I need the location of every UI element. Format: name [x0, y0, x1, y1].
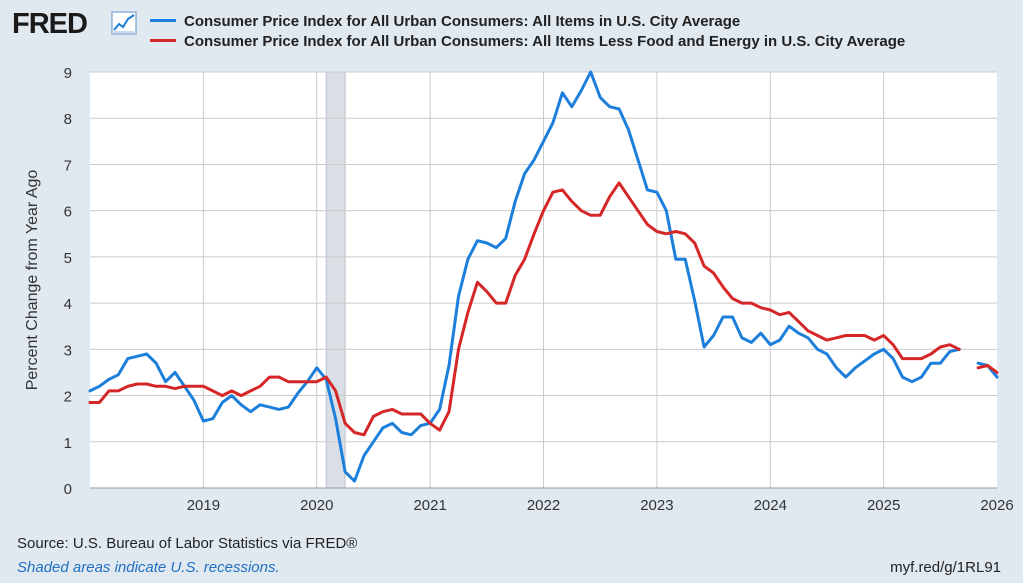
y-tick-label: 2 [64, 389, 72, 406]
y-tick-label: 5 [64, 250, 72, 267]
x-tick-label: 2021 [413, 497, 446, 514]
chart-area: 0 1 2 3 4 5 6 7 8 9 2019 2020 2021 2022 2023 2024 2025 20… [24, 65, 1014, 514]
fred-logo: FRED [12, 8, 88, 40]
y-tick-label: 8 [64, 111, 72, 128]
chart-header: FRED Consumer Price Index for All Urban … [0, 0, 1023, 58]
recession-note: Shaded areas indicate U.S. recessions. [17, 559, 280, 576]
series-line-1 [88, 181, 961, 437]
legend-entry-cpi-all-items[interactable]: Consumer Price Index for All Urban Consu… [150, 13, 740, 30]
legend-label: Consumer Price Index for All Urban Consu… [184, 33, 906, 50]
legend-swatch [150, 18, 176, 22]
legend-entry-cpi-core[interactable]: Consumer Price Index for All Urban Consu… [150, 33, 905, 50]
y-axis-label: Percent Change from Year Ago [24, 170, 41, 391]
y-tick-label: 7 [64, 157, 72, 174]
x-tick-label: 2024 [754, 497, 787, 514]
y-tick-label: 6 [64, 204, 72, 221]
x-tick-label: 2020 [300, 497, 333, 514]
x-tick-label: 2023 [640, 497, 673, 514]
short-link[interactable]: myf.red/g/1RL91 [890, 559, 1001, 576]
series-line-0 [88, 70, 961, 483]
y-tick-label: 0 [64, 481, 72, 498]
source-note: Source: U.S. Bureau of Labor Statistics … [17, 535, 358, 552]
x-tick-label: 2025 [867, 497, 900, 514]
chart-line-icon [111, 11, 137, 35]
x-tick-label: 2026 [980, 497, 1013, 514]
legend-label: Consumer Price Index for All Urban Consu… [184, 13, 741, 30]
y-tick-label: 1 [64, 435, 72, 452]
series-line-1 [976, 364, 999, 374]
y-tick-label: 3 [64, 342, 72, 359]
y-tick-label: 9 [64, 65, 72, 82]
x-tick-label: 2022 [527, 497, 560, 514]
legend-swatch [150, 38, 176, 42]
x-tick-label: 2019 [187, 497, 220, 514]
y-tick-label: 4 [64, 296, 72, 313]
